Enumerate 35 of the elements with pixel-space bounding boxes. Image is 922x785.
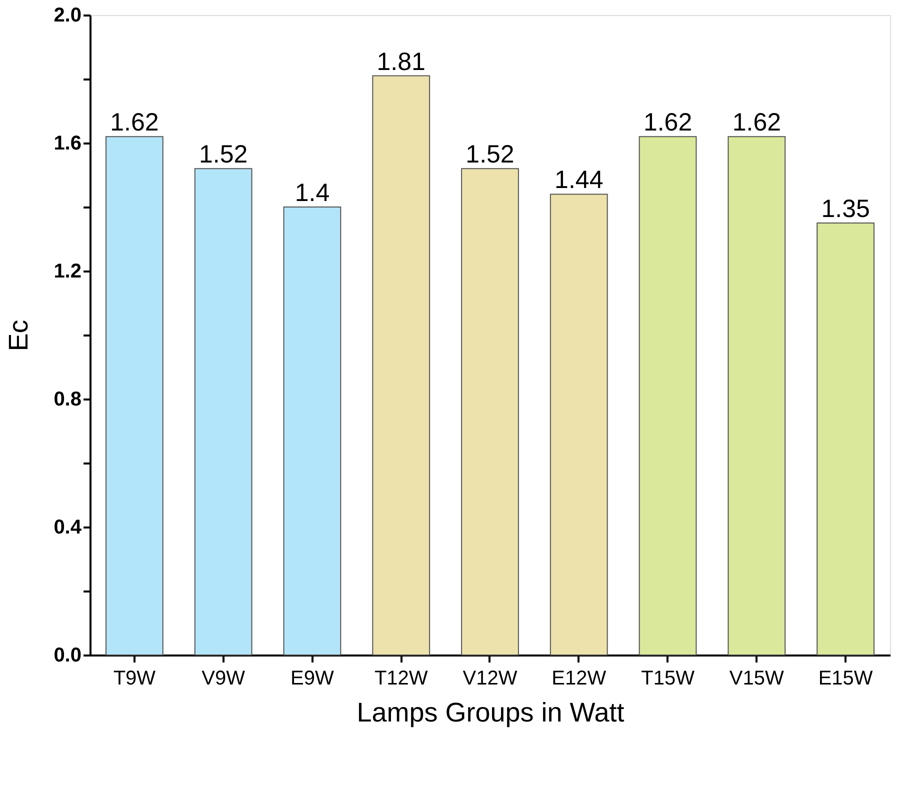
bar <box>638 136 697 656</box>
x-tick-label: V9W <box>202 668 246 690</box>
bar <box>283 206 342 656</box>
x-tick-label: T15W <box>641 668 695 690</box>
x-tick-label: E9W <box>290 668 334 690</box>
y-tick-label: 1.6 <box>54 132 82 154</box>
bar <box>372 75 430 656</box>
x-tick-label: E12W <box>552 668 606 690</box>
data-label: 1.44 <box>554 166 604 194</box>
data-label: 1.62 <box>732 108 782 137</box>
x-tick-label: V12W <box>462 668 518 690</box>
x-tick-label: T12W <box>374 668 428 690</box>
data-label: 1.52 <box>198 140 248 169</box>
bar <box>550 194 608 656</box>
bar <box>194 168 252 656</box>
x-tick-label: T9W <box>113 668 156 690</box>
y-tick-label: 0.4 <box>54 516 82 538</box>
data-label: 1.62 <box>110 108 159 137</box>
y-tick-label: 0.8 <box>54 388 82 410</box>
bar <box>816 222 874 656</box>
bar <box>728 136 786 656</box>
data-label: 1.81 <box>376 48 426 76</box>
data-label: 1.52 <box>466 140 514 169</box>
y-tick-label: 2.0 <box>54 4 82 26</box>
x-tick-label: V15W <box>729 668 784 690</box>
y-tick-label: 1.2 <box>54 260 82 282</box>
data-label: 1.62 <box>643 108 692 137</box>
y-axis-title: Ec <box>4 320 34 352</box>
x-tick-label: E15W <box>818 668 873 690</box>
data-label: 1.35 <box>821 195 870 223</box>
bar <box>461 168 519 656</box>
y-tick-label: 0.0 <box>54 644 82 666</box>
x-axis-title: Lamps Groups in Watt <box>356 698 625 728</box>
bar <box>106 136 164 656</box>
data-label: 1.4 <box>294 179 330 207</box>
